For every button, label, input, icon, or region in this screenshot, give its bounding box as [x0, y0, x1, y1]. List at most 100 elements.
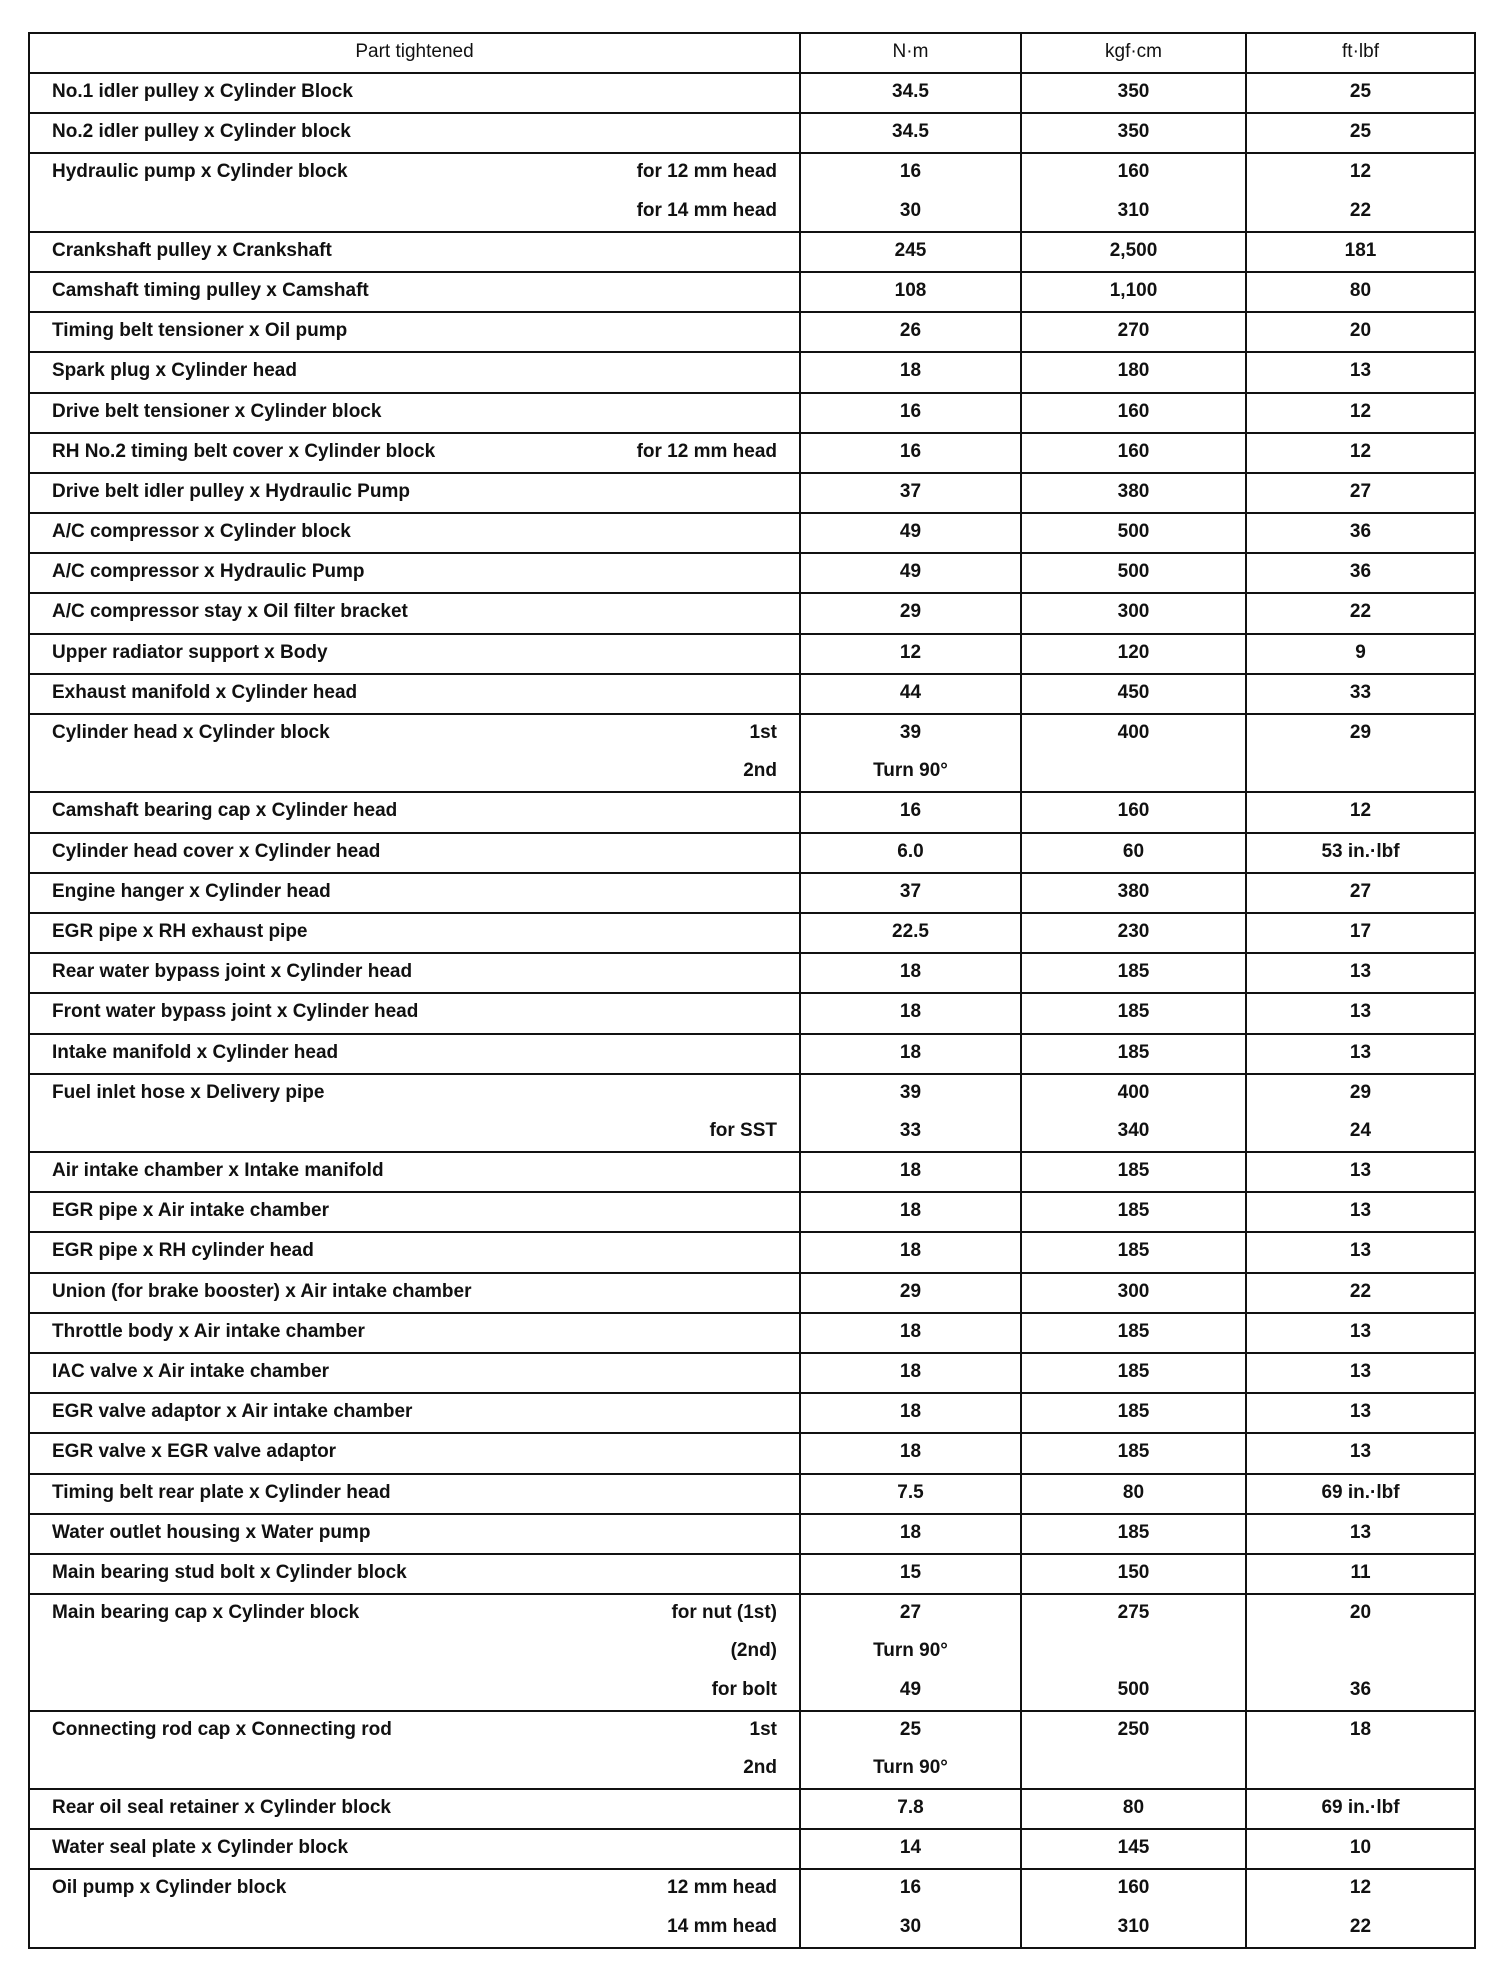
part-cell: EGR pipe x RH cylinder head [28, 1231, 801, 1274]
value-kgf-cm: 500 [1117, 1678, 1150, 1700]
value-ft-lbf: 36 [1349, 1678, 1372, 1700]
value-kgf-cm: 150 [1117, 1561, 1150, 1583]
value-kgf-cm: 160 [1117, 1877, 1150, 1899]
value-ft-lbf: 69 in.·lbf [1321, 1481, 1400, 1503]
table-row: Intake manifold x Cylinder head 18 185 13 [28, 1032, 1476, 1075]
value-kgf-cm-cell: 160 310 [1020, 1868, 1247, 1949]
value-ft-lbf-cell: 29 24 [1245, 1072, 1476, 1154]
part-name: Timing belt rear plate x Cylinder head [52, 1481, 391, 1503]
value-kgf-cm-cell: 150 [1020, 1552, 1247, 1596]
value-nm: 39 [899, 1081, 922, 1103]
part-cell: Union (for brake booster) x Air intake c… [28, 1271, 801, 1314]
table-row: Air intake chamber x Intake manifold 18 18… [28, 1151, 1476, 1194]
value-nm-cell: 18 [799, 992, 1022, 1035]
value-nm: 37 [899, 880, 922, 902]
condition: 1st [749, 722, 777, 743]
part-cell: Crankshaft pulley x Crankshaft [28, 230, 801, 273]
value-ft-lbf: 13 [1349, 1200, 1372, 1222]
value-nm: 14 [899, 1837, 922, 1859]
part-cell: Spark plug x Cylinder head [28, 351, 801, 394]
condition: for nut (1st) [671, 1602, 777, 1624]
value-ft-lbf-cell: 53 in.·lbf [1245, 831, 1476, 874]
value-kgf-cm: 120 [1117, 641, 1150, 663]
value-nm-cell: 18 [799, 1151, 1022, 1194]
value-ft-lbf-cell: 17 [1245, 911, 1476, 955]
value-ft-lbf-cell: 10 [1245, 1828, 1476, 1871]
header-kgf-cm: kgf·cm [1020, 32, 1247, 74]
table-row: Rear water bypass joint x Cylinder head 1… [28, 952, 1476, 995]
value-ft-lbf: 80 [1349, 279, 1372, 301]
value-ft-lbf: 13 [1349, 961, 1372, 983]
value-ft-lbf-cell: 69 in.·lbf [1245, 1472, 1476, 1515]
part-cell: Connecting rod cap x Connecting rod 1st 2n… [28, 1709, 801, 1791]
value-ft-lbf: 29 [1349, 1081, 1372, 1103]
value-nm-cell: 29 [799, 592, 1022, 635]
value-nm-cell: 39 33 [799, 1072, 1022, 1154]
part-name: Intake manifold x Cylinder head [52, 1041, 339, 1063]
value-nm: 33 [899, 1119, 922, 1141]
value-nm: 22.5 [892, 920, 929, 942]
part-cell: Hydraulic pump x Cylinder block for 12 mm… [28, 152, 801, 233]
value-kgf-cm-cell: 185 [1020, 1032, 1247, 1075]
value-kgf-cm-cell: 80 [1020, 1788, 1247, 1831]
part-name: Camshaft bearing cap x Cylinder head [52, 800, 398, 822]
value-nm: 18 [899, 1001, 922, 1023]
value-ft-lbf-cell: 13 [1245, 1392, 1476, 1435]
value-nm: 29 [899, 1280, 922, 1302]
value-kgf-cm-cell: 270 [1020, 311, 1247, 354]
value-kgf-cm-cell: 400 340 [1020, 1072, 1247, 1154]
header-row: Part tightened N·m kgf·cm ft·lbf [28, 32, 1476, 74]
value-nm: 16 [899, 400, 922, 422]
table-row: Main bearing cap x Cylinder block for nut… [28, 1593, 1476, 1712]
value-ft-lbf [1247, 1633, 1474, 1671]
value-ft-lbf-cell: 181 [1245, 230, 1476, 273]
value-nm: 44 [899, 681, 922, 703]
value-ft-lbf-cell: 13 [1245, 351, 1476, 394]
value-nm: 26 [899, 320, 922, 342]
value-nm-cell: 18 [799, 1311, 1022, 1355]
part-name: Rear oil seal retainer x Cylinder block [52, 1797, 391, 1819]
table-body: No.1 idler pulley x Cylinder Block 34.5 35… [28, 71, 1476, 1949]
value-nm: 108 [894, 279, 927, 301]
value-kgf-cm: 230 [1117, 920, 1150, 942]
table-row: Connecting rod cap x Connecting rod 1st 2n… [28, 1709, 1476, 1791]
table-row: A/C compressor x Hydraulic Pump 49 500 36 [28, 552, 1476, 595]
value-nm-cell: 7.8 [799, 1788, 1022, 1831]
part-name: No.1 idler pulley x Cylinder Block [52, 81, 353, 102]
value-kgf-cm-cell: 160 [1020, 391, 1247, 434]
part-cell: Cylinder head cover x Cylinder head [28, 831, 801, 874]
part-name: Engine hanger x Cylinder head [52, 880, 331, 902]
table-row: Water seal plate x Cylinder block 14 145 10 [28, 1828, 1476, 1871]
value-kgf-cm-cell: 1,100 [1020, 270, 1247, 314]
value-kgf-cm-cell: 120 [1020, 632, 1247, 675]
part-name: Cylinder head x Cylinder block [52, 722, 330, 743]
value-ft-lbf: 18 [1349, 1718, 1372, 1740]
part-cell: Throttle body x Air intake chamber [28, 1311, 801, 1355]
value-kgf-cm: 350 [1117, 121, 1150, 143]
value-kgf-cm: 180 [1117, 360, 1150, 382]
value-ft-lbf: 13 [1349, 1240, 1372, 1262]
value-ft-lbf: 36 [1349, 561, 1372, 583]
table-row: No.2 idler pulley x Cylinder block 34.5 35… [28, 112, 1476, 155]
value-nm-cell: 16 [799, 431, 1022, 474]
value-nm: 18 [899, 1441, 922, 1463]
value-kgf-cm: 400 [1117, 722, 1150, 743]
part-cell: Exhaust manifold x Cylinder head [28, 672, 801, 716]
part-name: Oil pump x Cylinder block [52, 1877, 287, 1899]
value-kgf-cm-cell: 185 [1020, 1351, 1247, 1395]
value-kgf-cm: 500 [1117, 521, 1150, 543]
value-ft-lbf: 20 [1349, 1602, 1372, 1624]
value-kgf-cm: 160 [1117, 440, 1150, 462]
part-cell: EGR valve adaptor x Air intake chamber [28, 1392, 801, 1435]
value-nm-cell: 39 Turn 90° [799, 712, 1022, 794]
condition: (2nd) [730, 1640, 777, 1662]
table-row: Throttle body x Air intake chamber 18 185 1… [28, 1311, 1476, 1355]
value-ft-lbf: 13 [1349, 1160, 1372, 1182]
value-kgf-cm-cell: 450 [1020, 672, 1247, 716]
value-kgf-cm: 185 [1117, 1361, 1150, 1382]
value-ft-lbf: 13 [1349, 1001, 1372, 1023]
part-name: Main bearing stud bolt x Cylinder block [52, 1561, 407, 1583]
table-row: Timing belt rear plate x Cylinder head 7.… [28, 1472, 1476, 1515]
table-row: EGR valve x EGR valve adaptor 18 185 13 [28, 1432, 1476, 1475]
value-nm: 18 [899, 1041, 922, 1063]
